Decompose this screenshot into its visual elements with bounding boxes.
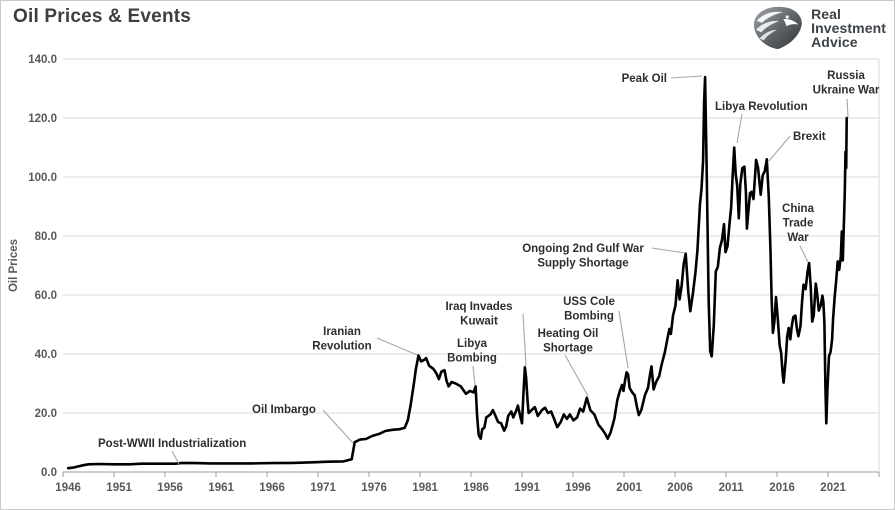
x-tick-label: 2001 [616,482,642,494]
annotation-iranian-revolution: Iranian Revolution [312,326,371,353]
annotation-russia-ukraine-war: Russia Ukraine War [813,70,880,97]
annotation-libya-bombing-line-1: Bombing [447,353,497,365]
annotation-libya-bombing-line-0: Libya [457,338,488,350]
annotation-gulf-war-2-line-1: Supply Shortage [537,258,628,270]
annotation-heating-oil-shortage-line-0: Heating Oil [538,328,599,340]
annotation-china-trade-war-line-1: Trade [783,218,814,230]
annotation-gulf-war-2-line-0: Ongoing 2nd Gulf War [522,243,644,255]
annotation-libya-bombing: Libya Bombing [447,338,497,365]
annotation-russia-ukraine-war-line-0: Russia [827,70,865,82]
annotation-china-trade-war-line-2: War [787,232,809,244]
y-tick-label: 80.0 [35,231,57,243]
brand-word-real: Real [811,6,842,22]
y-tick-label: 120.0 [28,113,57,125]
x-tick-label: 1976 [361,482,387,494]
annotation-libya-revolution-line-0: Libya Revolution [715,101,808,113]
y-tick-label: 0.0 [41,467,57,479]
annotation-post-wwii-line-0: Post-WWII Industrialization [98,438,246,450]
annotation-libya-revolution: Libya Revolution [715,101,808,113]
annotation-heating-oil-shortage-line-1: Shortage [543,343,593,355]
annotation-leader-iraq-invades-kuwait [522,313,527,367]
annotation-heating-oil-shortage: Heating Oil Shortage [538,328,599,355]
x-tick-label: 1966 [259,482,285,494]
page-title: Oil Prices & Events [13,6,192,27]
annotation-leader-brexit [768,135,791,162]
x-tick-label: 2021 [820,482,846,494]
annotation-iranian-revolution-line-1: Revolution [312,341,371,353]
x-tick-label: 1981 [412,482,438,494]
annotation-oil-imbargo-line-0: Oil Imbargo [252,404,316,416]
annotation-leader-china-trade-war [799,245,809,263]
brand-logo: Real Investment Advice [750,6,886,50]
y-tick-label: 140.0 [28,54,57,66]
annotation-iraq-invades-kuwait-line-1: Kuwait [460,316,498,328]
x-tick-label: 2016 [769,482,795,494]
brand-word-advice: Advice [811,34,858,50]
annotation-uss-cole-bombing-line-1: Bombing [564,311,614,323]
annotation-uss-cole-bombing: USS Cole Bombing [563,296,615,323]
x-tick-label: 1986 [463,482,489,494]
annotation-uss-cole-bombing-line-0: USS Cole [563,296,615,308]
x-tick-label: 2011 [719,482,745,494]
annotation-leader-libya-revolution [736,113,743,144]
annotation-iraq-invades-kuwait-line-0: Iraq Invades [445,301,512,313]
eagle-logo-icon [754,6,802,50]
price-line [66,75,849,470]
annotation-leader-oil-imbargo [322,409,354,444]
y-axis-title: Oil Prices [8,239,20,292]
x-tick-label: 1971 [310,482,336,494]
brand-word-investment: Investment [811,20,886,36]
annotation-oil-imbargo: Oil Imbargo [252,404,316,416]
annotation-brexit-line-0: Brexit [793,131,826,143]
annotation-leader-peak-oil [670,75,703,79]
annotation-iranian-revolution-line-0: Iranian [323,326,361,338]
annotation-peak-oil-line-0: Peak Oil [622,73,667,85]
annotation-china-trade-war-line-0: China [782,203,815,215]
annotation-russia-ukraine-war-line-1: Ukraine War [813,85,880,97]
x-tick-label: 1991 [514,482,540,494]
annotation-gulf-war-2: Ongoing 2nd Gulf War Supply Shortage [522,243,644,270]
annotation-leader-iranian-revolution [376,337,418,356]
annotation-brexit: Brexit [793,131,826,143]
y-tick-label: 40.0 [35,349,57,361]
x-tick-label: 1961 [208,482,234,494]
brand-logo-text: Real Investment Advice [811,7,886,49]
x-tick-label: 1951 [106,482,132,494]
annotation-peak-oil: Peak Oil [622,73,667,85]
y-tick-label: 100.0 [28,172,57,184]
annotation-leader-russia-ukraine-war [846,98,849,118]
y-tick-label: 60.0 [35,290,57,302]
annotation-leader-post-wwii [171,450,180,465]
x-tick-label: 1946 [55,482,81,494]
annotation-leader-uss-cole-bombing [618,310,629,369]
annotation-post-wwii: Post-WWII Industrialization [98,438,246,450]
annotation-leader-heating-oil-shortage [564,354,589,397]
y-tick-label: 20.0 [35,408,57,420]
x-tick-label: 1996 [565,482,591,494]
x-tick-label: 2006 [667,482,693,494]
annotation-leader-gulf-war-2 [651,247,686,254]
annotation-china-trade-war: China Trade War [782,203,815,244]
x-tick-label: 1956 [157,482,183,494]
annotation-iraq-invades-kuwait: Iraq Invades Kuwait [445,301,512,328]
annotation-leader-libya-bombing [472,365,476,386]
